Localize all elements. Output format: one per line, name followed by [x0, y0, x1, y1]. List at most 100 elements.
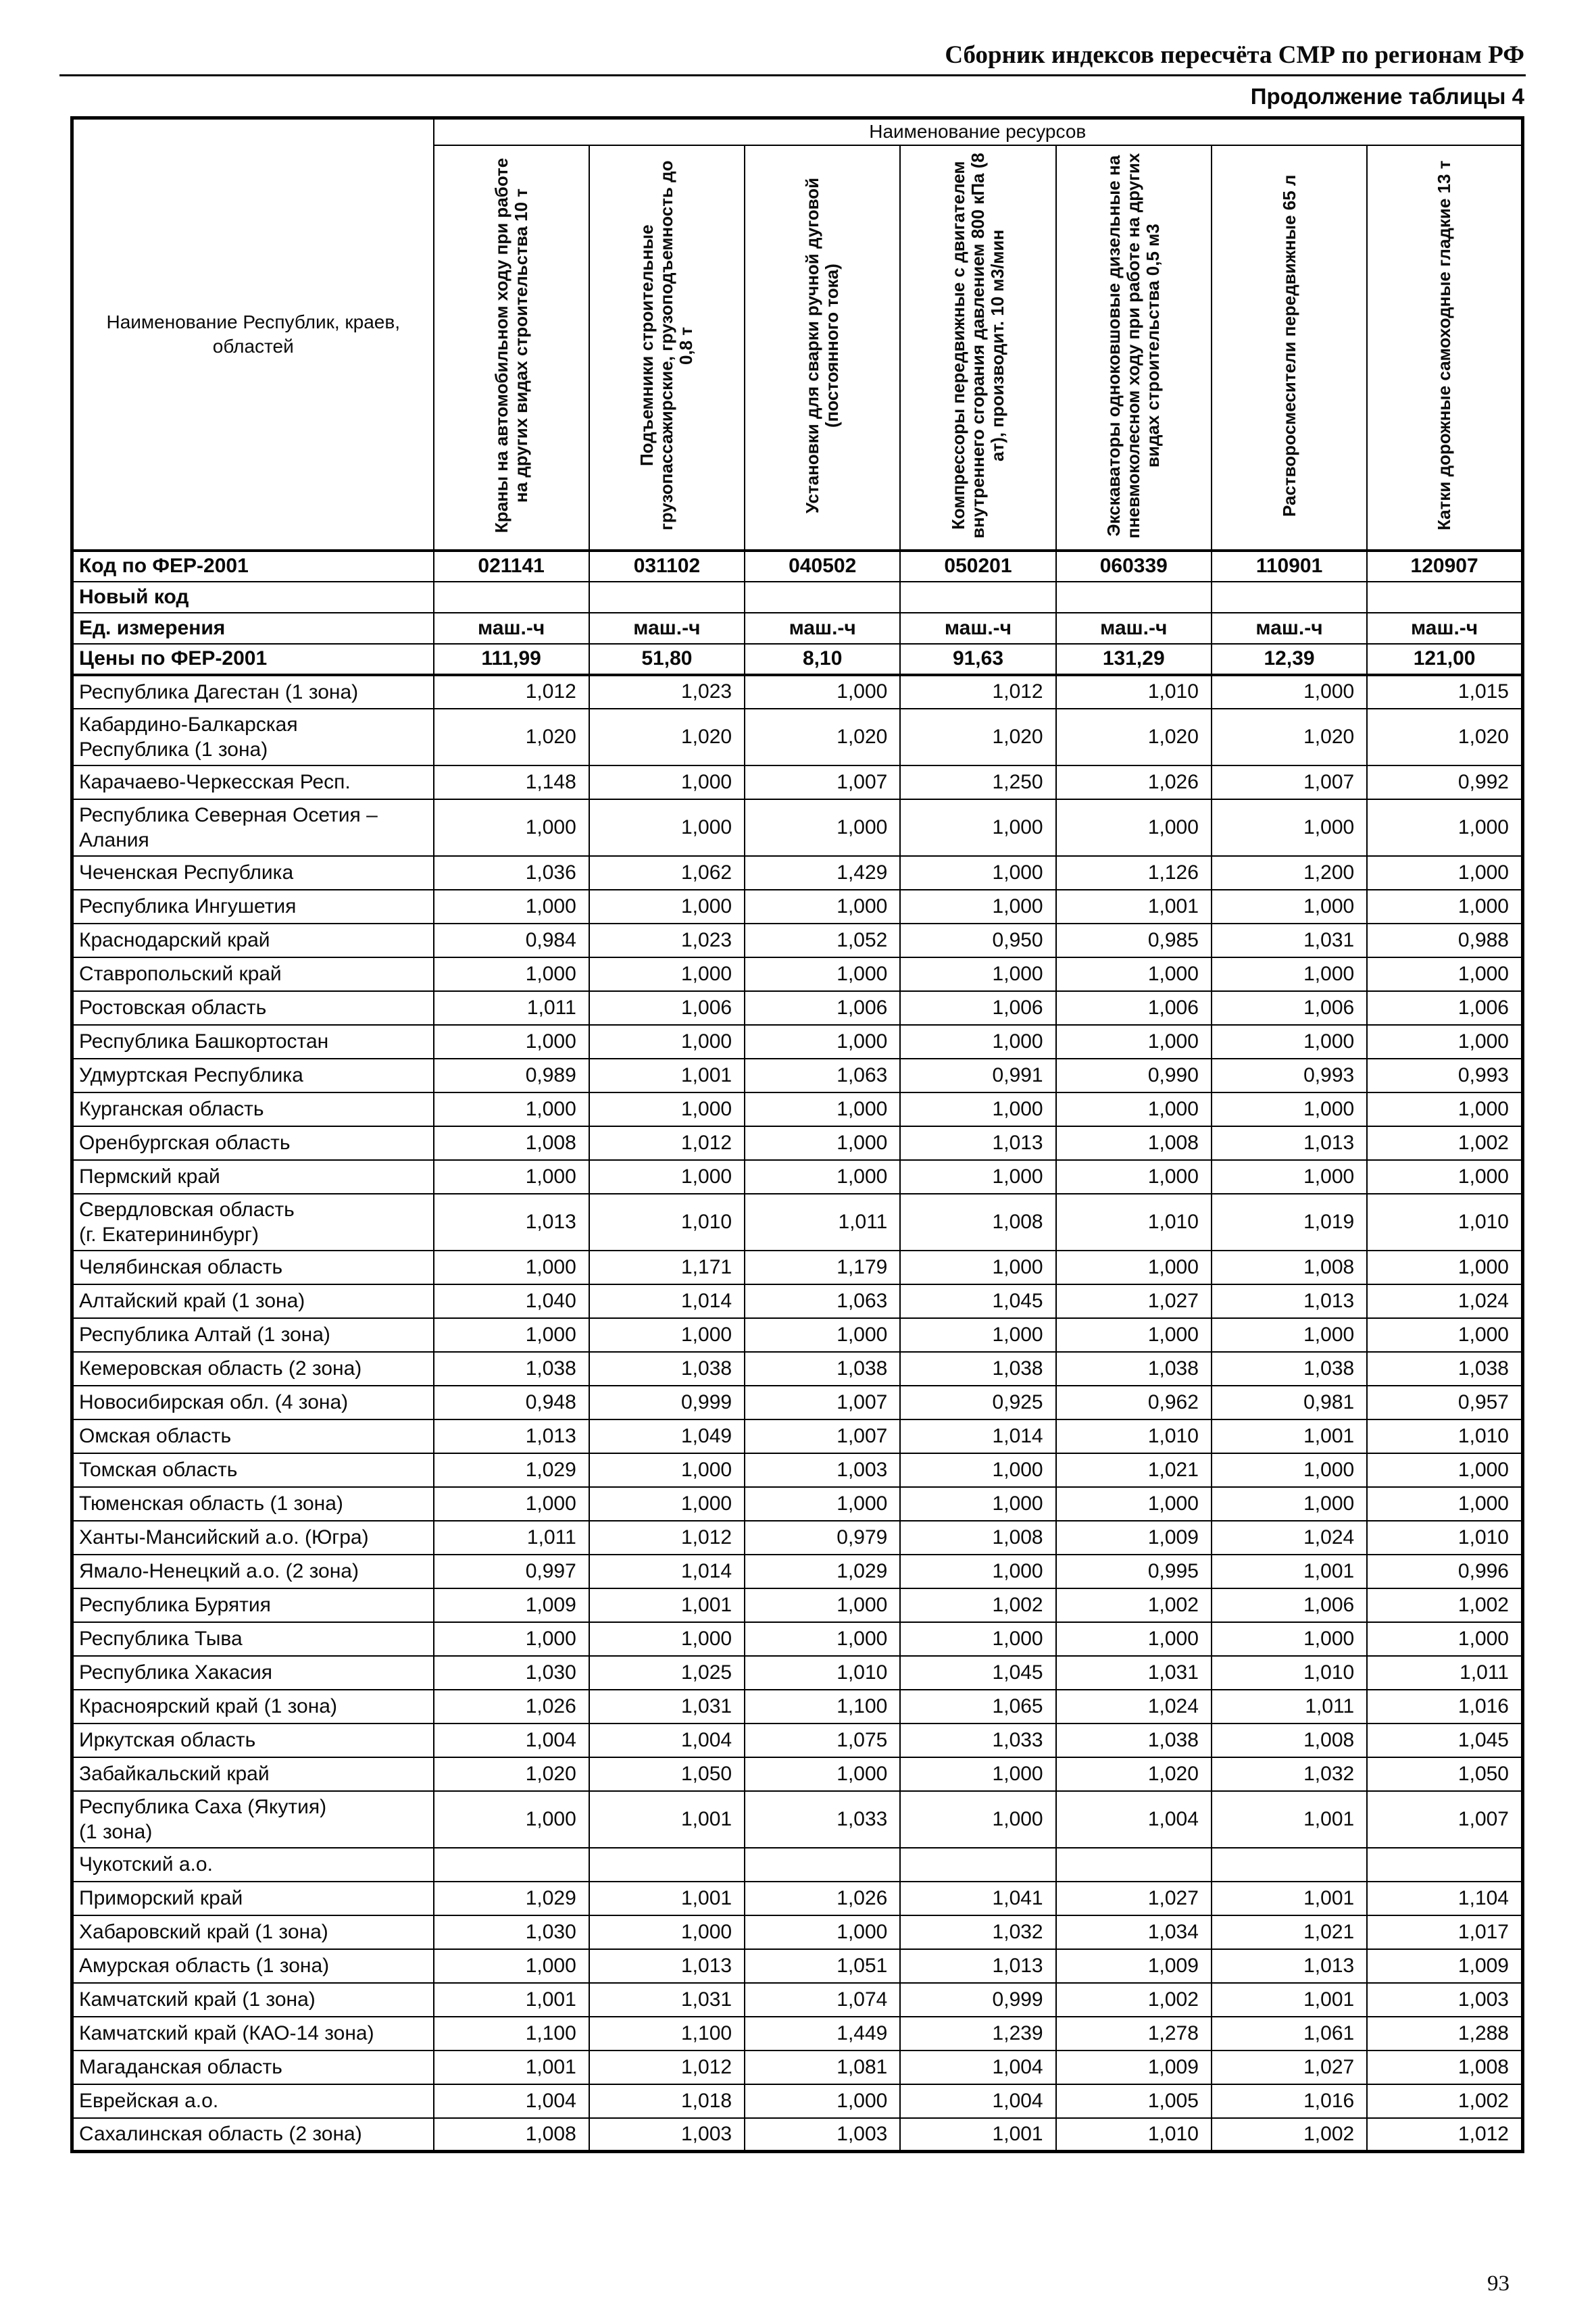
index-value-cell: 1,026 — [744, 1880, 901, 1916]
index-value-cell: 1,014 — [588, 1553, 746, 1589]
index-value-cell — [744, 1846, 901, 1882]
index-value-cell: 1,104 — [1366, 1880, 1524, 1916]
meta-value-cell: маш.-ч — [1366, 611, 1524, 645]
index-value-cell: 1,004 — [899, 2083, 1057, 2119]
index-value-cell: 1,051 — [744, 1948, 901, 1984]
index-value-cell: 1,000 — [1055, 1317, 1212, 1353]
table-row: Ханты-Мансийский а.о. (Югра) 1,011 1,012 0,… — [71, 1519, 1524, 1555]
index-value-cell: 1,000 — [588, 1024, 746, 1059]
region-name: Республика Северная Осетия – Алания — [71, 798, 434, 857]
index-value-cell: 1,006 — [744, 990, 901, 1026]
index-value-cell: 1,000 — [744, 1756, 901, 1792]
index-value-cell: 0,950 — [899, 922, 1057, 958]
index-value-cell: 1,002 — [1366, 1587, 1524, 1623]
meta-value-cell — [899, 580, 1057, 613]
index-value-cell: 1,005 — [1055, 2083, 1212, 2119]
index-value-cell: 1,000 — [1210, 1621, 1368, 1657]
index-value-cell: 1,002 — [1366, 2083, 1524, 2119]
index-value-cell: 1,045 — [899, 1283, 1057, 1319]
index-value-cell: 1,038 — [432, 1351, 590, 1386]
region-name: Пермский край — [71, 1159, 434, 1194]
index-value-cell: 1,000 — [588, 956, 746, 992]
table-row: Томская область 1,029 1,000 1,003 1,000 1,021… — [71, 1452, 1524, 1488]
index-value-cell: 1,011 — [432, 990, 590, 1026]
index-value-cell: 1,000 — [1366, 1159, 1524, 1194]
index-value-cell: 1,000 — [744, 1024, 901, 1059]
index-value-cell: 1,000 — [1366, 855, 1524, 890]
table-row: Красноярский край (1 зона) 1,026 1,031 1,10… — [71, 1688, 1524, 1724]
index-value-cell: 1,008 — [1210, 1249, 1368, 1285]
index-value-cell: 1,020 — [588, 707, 746, 766]
table-row: Удмуртская Республика 0,989 1,001 1,063 0,99… — [71, 1057, 1524, 1093]
table-row: Магаданская область 1,001 1,012 1,081 1,004 1… — [71, 2049, 1524, 2085]
index-value-cell: 1,018 — [588, 2083, 746, 2119]
index-value-cell: 1,013 — [1210, 1948, 1368, 1984]
index-value-cell: 0,997 — [432, 1553, 590, 1589]
index-value-cell: 0,993 — [1210, 1057, 1368, 1093]
index-value-cell: 0,957 — [1366, 1384, 1524, 1420]
table-row: Республика Тыва 1,000 1,000 1,000 1,000 1,000… — [71, 1621, 1524, 1657]
index-value-cell: 1,179 — [744, 1249, 901, 1285]
index-value-cell: 1,029 — [432, 1880, 590, 1916]
table-row: Республика Саха (Якутия) (1 зона) 1,000 1,… — [71, 1790, 1524, 1848]
index-value-cell: 1,027 — [1055, 1283, 1212, 1319]
index-value-cell: 1,000 — [744, 1317, 901, 1353]
index-value-cell: 1,008 — [899, 1519, 1057, 1555]
index-value-cell: 1,007 — [1366, 1790, 1524, 1848]
index-value-cell: 1,100 — [432, 2015, 590, 2051]
index-value-cell: 1,008 — [432, 2117, 590, 2153]
index-value-cell: 1,001 — [1210, 1790, 1368, 1848]
table-row: Алтайский край (1 зона) 1,040 1,014 1,063 1,… — [71, 1283, 1524, 1319]
index-value-cell: 1,000 — [744, 674, 901, 709]
region-name: Тюменская область (1 зона) — [71, 1486, 434, 1521]
table-row: Оренбургская область 1,008 1,012 1,000 1,013… — [71, 1125, 1524, 1161]
index-value-cell: 1,000 — [432, 1091, 590, 1127]
index-value-cell: 1,007 — [744, 1418, 901, 1454]
index-value-cell — [1366, 1846, 1524, 1882]
meta-value-cell — [1210, 580, 1368, 613]
index-value-cell: 1,001 — [1210, 1880, 1368, 1916]
meta-row: Цены по ФЕР-2001 111,99 51,80 8,10 91,63 131,… — [71, 643, 1524, 676]
resource-column-label: Катки дорожные самоходные гладкие 13 т — [1434, 160, 1455, 531]
index-value-cell: 1,000 — [588, 1317, 746, 1353]
index-value-cell: 1,000 — [744, 1091, 901, 1127]
region-name: Республика Башкортостан — [71, 1024, 434, 1059]
index-value-cell: 1,012 — [899, 674, 1057, 709]
index-value-cell: 1,010 — [744, 1655, 901, 1690]
index-value-cell: 1,013 — [899, 1125, 1057, 1161]
index-value-cell: 1,009 — [1366, 1948, 1524, 1984]
meta-value-cell: маш.-ч — [899, 611, 1057, 645]
index-value-cell: 1,001 — [1055, 888, 1212, 924]
index-value-cell: 1,011 — [1366, 1655, 1524, 1690]
index-value-cell: 1,010 — [1055, 674, 1212, 709]
index-value-cell: 1,002 — [1055, 1982, 1212, 2017]
index-value-cell: 1,006 — [899, 990, 1057, 1026]
table-row: Республика Дагестан (1 зона) 1,012 1,023 1,… — [71, 674, 1524, 709]
page-number: 93 — [1487, 2271, 1510, 2296]
index-value-cell: 1,027 — [1055, 1880, 1212, 1916]
index-value-cell: 1,031 — [588, 1688, 746, 1724]
resource-header-row: Краны на автомобильном ходу при работе н… — [72, 144, 1524, 551]
index-value-cell: 1,001 — [588, 1587, 746, 1623]
region-column-header: Наименование Республик, краев, областей — [71, 117, 434, 551]
index-value-cell — [1210, 1846, 1368, 1882]
meta-value-cell — [588, 580, 746, 613]
document-header: Сборник индексов пересчёта СМР по регион… — [945, 41, 1524, 69]
index-value-cell: 1,032 — [1210, 1756, 1368, 1792]
meta-value-cell: 121,00 — [1366, 643, 1524, 676]
meta-row: Код по ФЕР-2001 021141 031102 040502 050201 0… — [71, 549, 1524, 582]
table-row: Кемеровская область (2 зона) 1,038 1,038 1,… — [71, 1351, 1524, 1386]
index-value-cell: 1,009 — [432, 1587, 590, 1623]
index-value-cell: 1,010 — [588, 1192, 746, 1251]
index-value-cell: 1,000 — [744, 956, 901, 992]
table-row: Ростовская область 1,011 1,006 1,006 1,006 1,… — [71, 990, 1524, 1026]
index-value-cell: 0,999 — [588, 1384, 746, 1420]
index-value-cell: 0,991 — [899, 1057, 1057, 1093]
index-value-cell: 1,000 — [1055, 798, 1212, 857]
region-name: Чукотский а.о. — [71, 1846, 434, 1882]
index-value-cell: 1,000 — [432, 1249, 590, 1285]
index-value-cell: 1,000 — [1210, 1024, 1368, 1059]
index-value-cell: 1,148 — [432, 764, 590, 800]
meta-value-cell: маш.-ч — [1210, 611, 1368, 645]
index-value-cell: 1,000 — [588, 1452, 746, 1488]
